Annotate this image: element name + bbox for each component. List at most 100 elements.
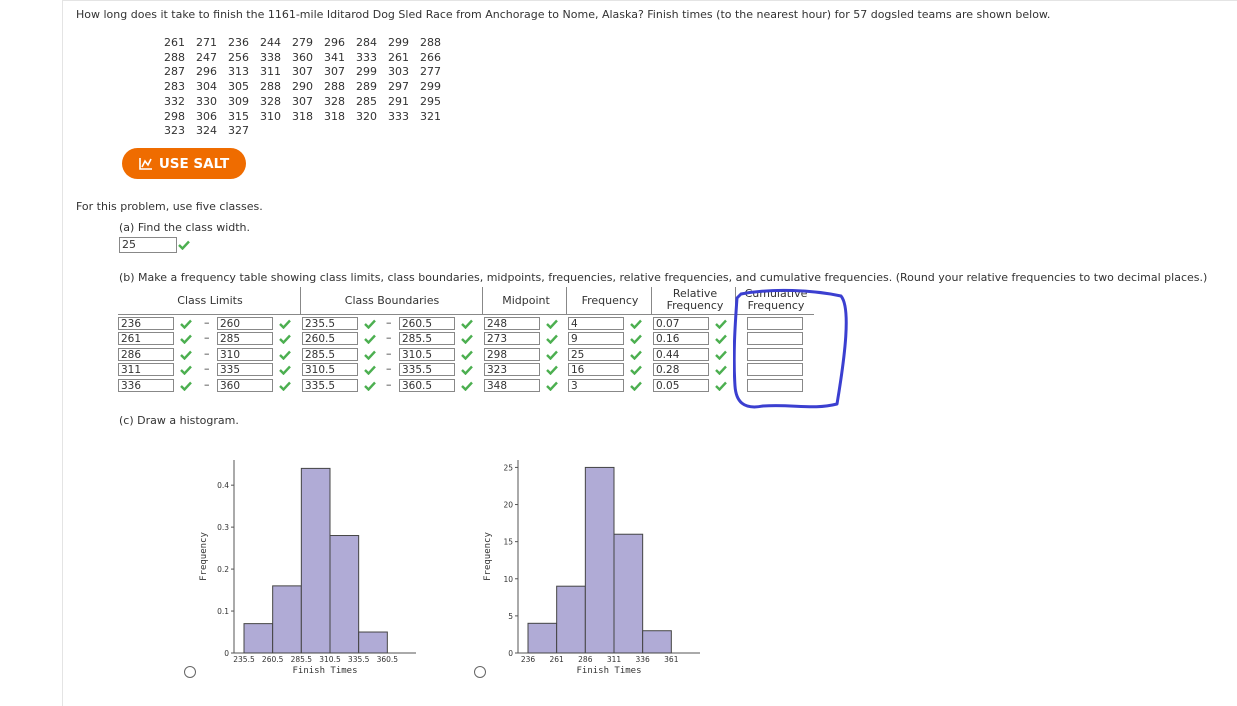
lower-limit-input[interactable]: 336 xyxy=(118,378,174,392)
histogram-bar xyxy=(556,585,586,654)
lower-boundary-input[interactable]: 285.5 xyxy=(302,347,358,361)
part-a-prompt: (a) Find the class width. xyxy=(119,221,251,234)
header-separator xyxy=(651,287,652,315)
checkmark-icon xyxy=(715,350,727,360)
cumulative-frequency-input[interactable] xyxy=(747,317,803,330)
relative-frequency-input[interactable]: 0.44 xyxy=(653,347,709,361)
dataset-value: 271 xyxy=(196,36,217,49)
dataset-value: 296 xyxy=(324,36,345,49)
checkmark-icon xyxy=(546,319,558,329)
upper-boundary-input[interactable]: 285.5 xyxy=(399,332,455,346)
lower-limit-input[interactable]: 261 xyxy=(118,332,174,346)
header-midpoint: Midpoint xyxy=(502,294,550,307)
x-tick-label: 311 xyxy=(607,655,622,664)
checkmark-icon xyxy=(630,335,642,345)
frequency-input[interactable]: 4 xyxy=(568,317,624,330)
lower-limit-input[interactable]: 286 xyxy=(118,347,174,361)
checkmark-icon xyxy=(279,381,291,391)
dataset-value: 290 xyxy=(292,80,313,94)
checkmark-icon xyxy=(715,335,727,345)
table-header-rule xyxy=(118,314,814,315)
cumulative-frequency-input[interactable] xyxy=(747,363,803,377)
histogram-bar xyxy=(527,622,558,654)
x-axis-title: Finish Times xyxy=(576,666,641,676)
class-width-input[interactable]: 25 xyxy=(119,237,177,253)
upper-limit-input[interactable]: 285 xyxy=(217,332,273,346)
histogram-bar xyxy=(642,630,672,654)
dataset-value: 295 xyxy=(420,94,441,108)
header-frequency: Frequency xyxy=(581,294,639,307)
checkmark-icon xyxy=(630,381,642,391)
x-tick-label: 285.5 xyxy=(291,655,313,664)
dataset-value: 256 xyxy=(228,50,249,64)
upper-boundary-input[interactable]: 335.5 xyxy=(399,363,455,377)
cumulative-frequency-input[interactable] xyxy=(747,332,803,346)
dataset-value: 324 xyxy=(196,124,217,138)
dataset-value: 313 xyxy=(228,65,249,79)
upper-limit-input[interactable]: 260 xyxy=(217,317,273,330)
checkmark-icon xyxy=(180,350,192,360)
dataset-value: 284 xyxy=(356,36,377,49)
dataset-value: 303 xyxy=(388,65,409,79)
range-dash: – xyxy=(386,377,392,391)
frequency-input[interactable]: 3 xyxy=(568,378,624,392)
dataset-value: 327 xyxy=(228,124,249,138)
dataset-value: 307 xyxy=(292,65,313,79)
upper-boundary-input[interactable]: 360.5 xyxy=(399,378,455,392)
upper-boundary-input[interactable]: 310.5 xyxy=(399,347,455,361)
histogram-option-2-radio[interactable] xyxy=(474,666,486,678)
lower-limit-input[interactable]: 236 xyxy=(118,317,174,330)
cumulative-frequency-input[interactable] xyxy=(747,347,803,361)
cumulative-frequency-input[interactable] xyxy=(747,378,803,392)
dataset-row: 287 296 313 311 307 307 299 303 277 xyxy=(164,65,452,80)
header-relative-frequency: Relative Frequency xyxy=(660,288,730,312)
lower-limit-input[interactable]: 311 xyxy=(118,363,174,377)
midpoint-input[interactable]: 248 xyxy=(484,317,540,330)
question-text: How long does it take to finish the 1161… xyxy=(76,8,1051,21)
dataset-value: 288 xyxy=(164,50,185,64)
dataset-value: 328 xyxy=(324,94,345,108)
y-tick-label: 5 xyxy=(508,612,513,621)
lower-boundary-input[interactable]: 310.5 xyxy=(302,363,358,377)
frequency-input[interactable]: 9 xyxy=(568,332,624,346)
checkmark-icon xyxy=(546,381,558,391)
dataset-value: 338 xyxy=(260,50,281,64)
relative-frequency-input[interactable]: 0.05 xyxy=(653,378,709,392)
checkmark-icon xyxy=(630,319,642,329)
relative-frequency-input[interactable]: 0.07 xyxy=(653,317,709,330)
use-salt-button[interactable]: USE SALT xyxy=(122,148,246,179)
histogram-option-1-radio[interactable] xyxy=(184,666,196,678)
x-axis-title: Finish Times xyxy=(292,666,357,676)
midpoint-input[interactable]: 298 xyxy=(484,347,540,361)
midpoint-input[interactable]: 348 xyxy=(484,378,540,392)
relative-frequency-histogram[interactable]: 235.5 260.5 285.5 310.5 335.5 360.5 0 0.1 0.2 0.3… xyxy=(194,452,434,682)
midpoint-input[interactable]: 273 xyxy=(484,332,540,346)
part-c-prompt: (c) Draw a histogram. xyxy=(119,414,239,427)
lower-boundary-input[interactable]: 235.5 xyxy=(302,317,358,330)
dataset-value: 315 xyxy=(228,109,249,123)
frequency-input[interactable]: 16 xyxy=(568,363,624,377)
header-separator xyxy=(300,287,301,315)
relative-frequency-input[interactable]: 0.28 xyxy=(653,363,709,377)
checkmark-icon xyxy=(461,319,473,329)
checkmark-icon xyxy=(180,319,192,329)
upper-limit-input[interactable]: 335 xyxy=(217,363,273,377)
x-tick-label: 335.5 xyxy=(348,655,370,664)
lower-boundary-input[interactable]: 260.5 xyxy=(302,332,358,346)
dataset-value: 305 xyxy=(228,80,249,94)
relative-frequency-input[interactable]: 0.16 xyxy=(653,332,709,346)
lower-boundary-input[interactable]: 335.5 xyxy=(302,378,358,392)
midpoint-input[interactable]: 323 xyxy=(484,363,540,377)
y-tick-label: 0 xyxy=(508,649,513,658)
upper-limit-input[interactable]: 310 xyxy=(217,347,273,361)
frequency-histogram[interactable]: 236 261 286 311 336 361 0 5 10 15 20 25 Finish Times… xyxy=(478,452,718,682)
frequency-input[interactable]: 25 xyxy=(568,347,624,361)
range-dash: – xyxy=(204,362,210,376)
upper-limit-input[interactable]: 360 xyxy=(217,378,273,392)
histogram-bar xyxy=(358,631,388,654)
header-relative-line2: Frequency xyxy=(666,299,724,312)
x-tick-label: 260.5 xyxy=(262,655,284,664)
checkmark-icon xyxy=(630,365,642,376)
upper-boundary-input[interactable]: 260.5 xyxy=(399,317,455,330)
checkmark-icon xyxy=(364,381,376,391)
